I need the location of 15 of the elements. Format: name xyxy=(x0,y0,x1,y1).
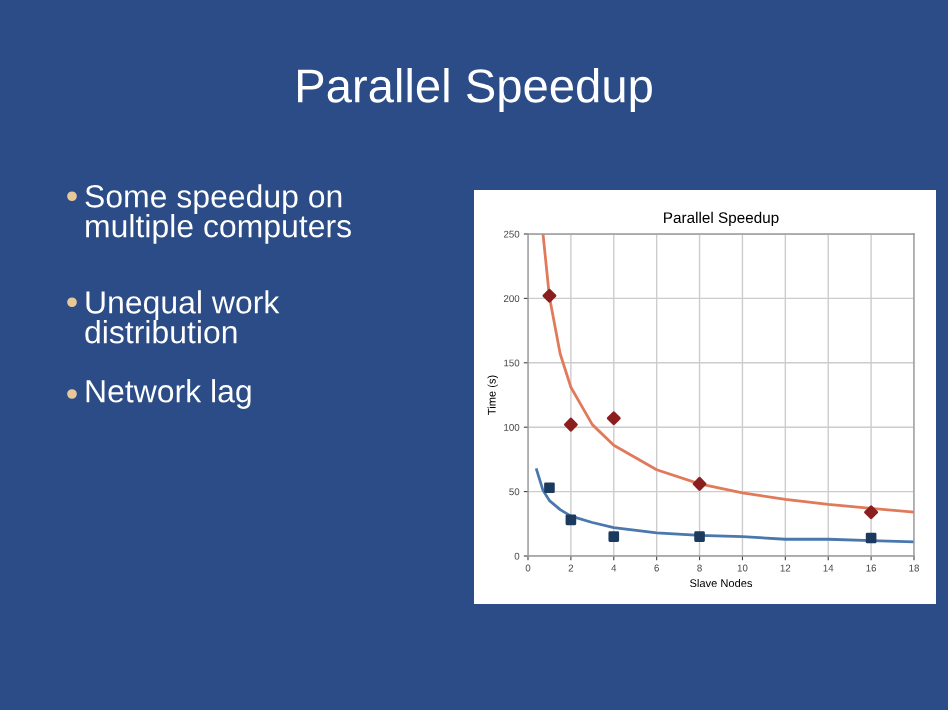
point xyxy=(608,531,620,542)
line-series xyxy=(535,468,914,544)
text: Parallel Speedup xyxy=(298,67,652,113)
text: Network lag xyxy=(86,379,251,409)
text: Unequal work distribution xyxy=(85,290,280,344)
point xyxy=(542,288,557,303)
point xyxy=(565,514,577,526)
point xyxy=(864,505,879,520)
point xyxy=(544,482,555,494)
point xyxy=(694,531,705,542)
point xyxy=(606,411,621,426)
text: Some speedup on multiple computers xyxy=(85,184,351,244)
point xyxy=(563,417,578,432)
point xyxy=(692,476,707,491)
point xyxy=(865,532,877,544)
